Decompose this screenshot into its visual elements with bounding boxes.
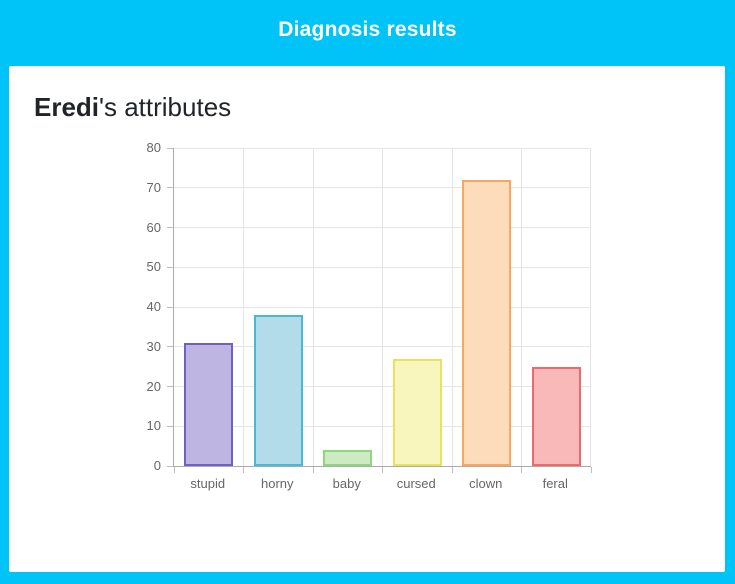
bar-baby <box>323 450 373 466</box>
chart-title-name: Eredi <box>34 92 100 122</box>
x-tick-label: clown <box>469 476 503 491</box>
y-axis-tick <box>167 346 173 348</box>
bar-clown <box>462 179 512 466</box>
y-tick-label: 60 <box>146 219 161 235</box>
y-axis-tick <box>167 187 173 189</box>
y-axis-tick <box>167 306 173 308</box>
y-tick-label: 30 <box>146 338 161 354</box>
v-gridline <box>521 148 522 466</box>
bar-horny <box>253 314 303 466</box>
x-axis-labels: stupid horny baby cursed clown feral <box>173 476 590 491</box>
x-axis-tick <box>173 467 175 473</box>
y-axis-tick <box>167 386 173 387</box>
x-axis-tick <box>312 467 314 473</box>
results-card: Eredi's attributes 0 10 20 30 40 50 60 70 80 stu… <box>9 66 725 572</box>
x-tick-label: stupid <box>190 476 226 491</box>
x-axis-tick <box>590 467 592 473</box>
y-tick-label: 40 <box>146 299 161 314</box>
y-tick-label: 50 <box>146 259 161 275</box>
y-tick-label: 80 <box>146 140 161 155</box>
header: Diagnosis results <box>0 0 735 66</box>
x-tick-label: baby <box>332 476 361 491</box>
y-axis-tick <box>167 266 173 268</box>
chart-title: Eredi's attributes <box>34 92 231 123</box>
x-tick-label: feral <box>542 476 568 491</box>
bar-feral <box>531 366 581 466</box>
v-gridline <box>589 148 591 466</box>
y-axis-tick <box>167 227 173 228</box>
y-axis-tick <box>167 465 173 467</box>
x-axis-tick <box>382 467 383 473</box>
y-axis-tick <box>167 425 173 427</box>
y-axis-tick <box>167 147 173 149</box>
y-tick-label: 70 <box>146 179 161 195</box>
x-tick-label: horny <box>260 476 294 491</box>
bar-stupid <box>184 342 234 466</box>
y-tick-label: 20 <box>146 378 161 394</box>
x-axis-tick <box>243 467 244 473</box>
y-axis-labels: 0 10 20 30 40 50 60 70 80 <box>109 140 161 473</box>
plot-area <box>167 147 592 473</box>
x-axis-tick <box>521 467 522 473</box>
v-gridline <box>312 148 314 466</box>
x-tick-label: cursed <box>396 476 436 491</box>
y-tick-label: 0 <box>153 458 161 473</box>
v-gridline <box>243 148 244 466</box>
x-axis-tick <box>451 467 453 473</box>
chart-title-suffix: 's attributes <box>99 92 232 122</box>
page-title: Diagnosis results <box>278 18 457 41</box>
v-gridline <box>451 148 453 466</box>
v-gridline <box>382 148 383 466</box>
y-tick-label: 10 <box>146 418 161 434</box>
bar-cursed <box>392 358 442 466</box>
